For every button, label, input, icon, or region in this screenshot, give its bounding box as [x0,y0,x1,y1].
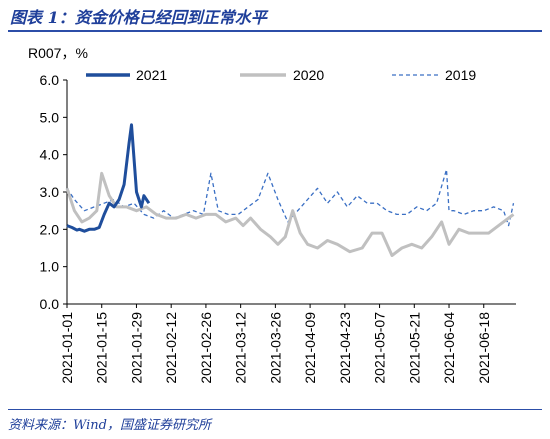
y-tick-label: 3.0 [40,184,60,200]
x-tick-label: 2021-02-26 [198,312,214,384]
y-tick-label: 0.0 [40,296,60,312]
x-tick-label: 2021-03-26 [267,312,283,384]
chart-plot-area [65,123,515,257]
x-tick-label: 2021-04-09 [302,312,318,384]
y-tick-label: 1.0 [40,259,60,275]
series-line-2021 [66,123,151,233]
y-tick-label: 2.0 [40,221,60,237]
source-divider [8,409,542,410]
figure-title: 图表 1：资金价格已经回到正常水平 [10,8,267,27]
source-note: 资料来源：Wind，国盛证券研究所 [8,418,211,433]
x-tick-label: 2021-01-01 [59,312,75,384]
x-tick-label: 2021-01-29 [128,312,144,384]
series-line-2020 [65,171,515,257]
y-tick-label: 4.0 [40,147,60,163]
x-tick-label: 2021-06-18 [476,312,492,384]
series-line-2019 [66,168,515,227]
chart-legend: 2021 2020 2019 [86,67,476,83]
legend-label-2020: 2020 [293,67,324,83]
y-axis-unit-label: R007，% [28,45,88,61]
chart-axes: 0.0 1.0 2.0 3.0 4.0 5.0 6.0 2021-01-01 2021-01-1… [40,72,516,384]
x-tick-label: 2021-05-07 [372,312,388,384]
x-tick-label: 2021-04-23 [337,312,353,384]
legend-label-2019: 2019 [445,67,476,83]
x-tick-label: 2021-02-12 [163,312,179,384]
y-tick-label: 6.0 [40,72,60,88]
legend-label-2021: 2021 [136,67,167,83]
x-tick-label: 2021-03-12 [233,312,249,384]
x-tick-label: 2021-06-04 [441,312,457,384]
y-tick-label: 5.0 [40,109,60,125]
line-chart: 0.0 1.0 2.0 3.0 4.0 5.0 6.0 2021-01-01 2021-01-1… [28,45,516,384]
x-tick-label: 2021-05-21 [406,312,422,384]
x-tick-label: 2021-01-15 [94,312,110,384]
title-divider [8,30,542,32]
